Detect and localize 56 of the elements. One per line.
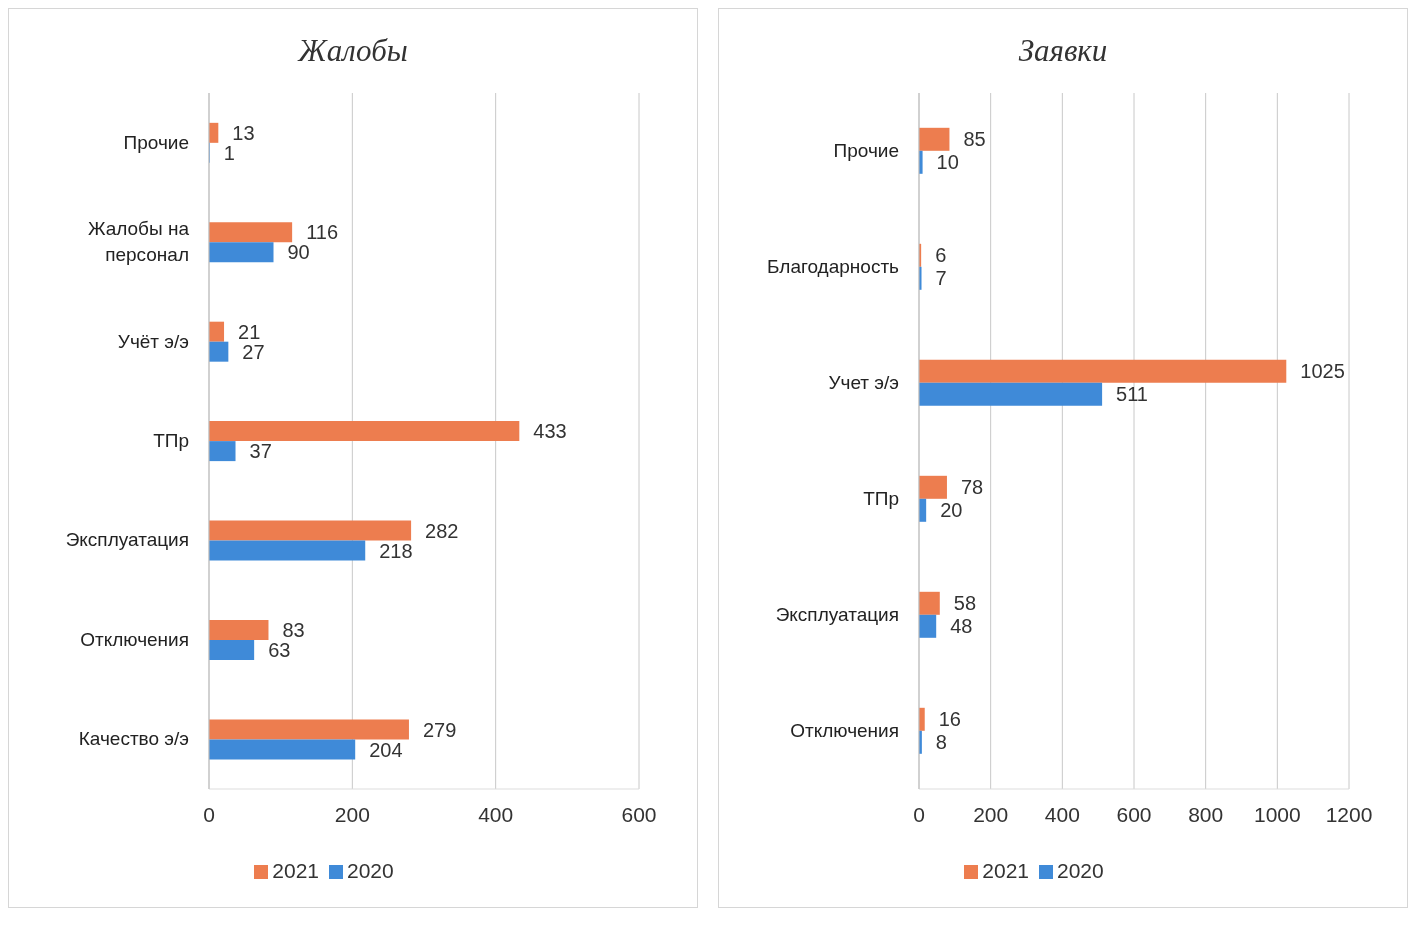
data-label: 20 (940, 499, 963, 522)
legend-label: 2020 (347, 859, 394, 882)
y-tick-label: ТПр (863, 488, 899, 509)
data-label: 78 (960, 476, 984, 499)
y-tick-label: Отключения (80, 628, 189, 650)
data-label: 116 (306, 221, 339, 244)
data-label: 83 (282, 619, 305, 642)
y-tick-label: Учет э/э (828, 372, 899, 393)
data-label: 511 (1116, 383, 1148, 406)
y-tick-label: Учёт э/э (117, 330, 189, 352)
data-label: 433 (533, 420, 567, 443)
x-tick-label: 0 (203, 802, 215, 826)
data-label: 282 (425, 519, 459, 542)
legend-label: 2021 (272, 859, 319, 882)
data-label: 37 (249, 440, 272, 463)
x-tick-label: 400 (1044, 802, 1080, 826)
x-tick-label: 1000 (1253, 802, 1301, 826)
x-tick-label: 0 (913, 802, 925, 826)
y-tick-label: Качество э/э (78, 728, 189, 750)
y-tick-label: Эксплуатация (775, 604, 899, 625)
x-tick-label: 600 (1116, 802, 1152, 826)
y-tick-label: Отключения (790, 720, 899, 741)
data-label: 1 (223, 141, 235, 164)
x-tick-label: 800 (1188, 802, 1224, 826)
y-tick-label: Прочие (123, 131, 189, 153)
data-label: 13 (232, 121, 255, 144)
chart-title: Заявки (1017, 32, 1109, 70)
data-label: 21 (238, 320, 261, 343)
x-tick-label: 600 (621, 802, 657, 826)
x-tick-label: 1200 (1325, 802, 1373, 826)
x-tick-label: 400 (478, 802, 514, 826)
y-tick-label: Благодарность (767, 256, 900, 277)
data-label: 7 (935, 267, 947, 290)
x-tick-label: 200 (973, 802, 1009, 826)
data-label: 204 (369, 738, 403, 761)
data-label: 48 (950, 615, 973, 638)
data-label: 16 (938, 708, 961, 731)
y-tick-label: ТПр (153, 430, 189, 451)
y-tick-label: Жалобы на персонал (87, 218, 190, 266)
data-label: 6 (935, 244, 947, 267)
data-label: 1025 (1300, 360, 1345, 383)
data-label: 8 (935, 731, 947, 754)
data-label: 63 (268, 639, 291, 662)
legend-label: 2020 (1057, 859, 1104, 882)
x-tick-label: 200 (334, 802, 370, 826)
data-label: 10 (936, 151, 959, 174)
data-label: 27 (242, 340, 265, 363)
y-tick-label: Эксплуатация (65, 529, 189, 551)
legend-label: 2021 (982, 859, 1029, 882)
y-tick-label: Прочие (833, 140, 899, 161)
data-label: 90 (287, 241, 310, 264)
data-label: 218 (379, 539, 413, 562)
data-label: 279 (422, 718, 457, 741)
chart-title: Жалобы (296, 32, 409, 70)
data-label: 58 (953, 592, 977, 615)
data-label: 85 (963, 128, 986, 151)
